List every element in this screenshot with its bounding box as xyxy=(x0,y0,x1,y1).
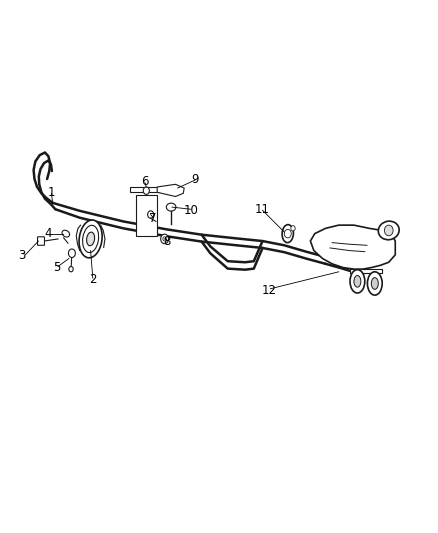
Circle shape xyxy=(163,237,166,241)
Ellipse shape xyxy=(87,232,95,246)
Polygon shape xyxy=(157,184,184,197)
Circle shape xyxy=(68,249,75,257)
Ellipse shape xyxy=(282,224,293,243)
Ellipse shape xyxy=(350,270,365,293)
Ellipse shape xyxy=(371,278,378,289)
Circle shape xyxy=(291,225,295,231)
Ellipse shape xyxy=(83,225,99,253)
Text: 3: 3 xyxy=(18,249,26,262)
Polygon shape xyxy=(311,225,395,269)
Text: 4: 4 xyxy=(45,227,52,240)
Ellipse shape xyxy=(378,221,399,240)
Circle shape xyxy=(284,229,291,238)
FancyBboxPatch shape xyxy=(38,237,45,245)
Circle shape xyxy=(69,266,73,272)
Text: 9: 9 xyxy=(191,173,199,185)
Text: 7: 7 xyxy=(149,212,157,225)
Text: 10: 10 xyxy=(183,204,198,217)
Circle shape xyxy=(385,225,393,236)
Text: 5: 5 xyxy=(53,261,61,274)
Text: 12: 12 xyxy=(261,284,276,297)
Text: 8: 8 xyxy=(163,235,170,247)
Ellipse shape xyxy=(79,220,102,258)
Ellipse shape xyxy=(354,276,361,287)
Polygon shape xyxy=(136,195,157,236)
Text: 2: 2 xyxy=(89,273,96,286)
Ellipse shape xyxy=(367,272,382,295)
Ellipse shape xyxy=(166,203,176,211)
Circle shape xyxy=(148,211,154,218)
Polygon shape xyxy=(350,269,382,273)
Circle shape xyxy=(143,187,149,195)
Circle shape xyxy=(161,234,169,244)
Ellipse shape xyxy=(62,230,70,237)
Text: 6: 6 xyxy=(141,175,149,188)
Text: 11: 11 xyxy=(255,203,270,216)
Polygon shape xyxy=(130,187,163,192)
Text: 1: 1 xyxy=(48,186,55,199)
